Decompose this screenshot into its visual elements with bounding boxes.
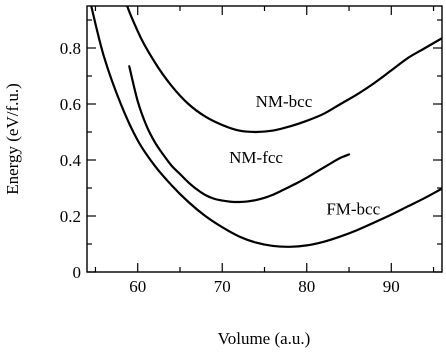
- series-line-nm-fcc: [128, 65, 351, 204]
- annotations-layer: NM-bcc NM-fcc FM-bcc: [229, 92, 380, 219]
- ticks-layer: 60 70 80 90 0 0.2 0.4 0.6 0.8: [60, 6, 442, 296]
- plot-frame: [86, 5, 443, 273]
- series-label-fm-bcc: FM-bcc: [326, 200, 380, 219]
- y-axis-label: Energy (eV/f.u.): [3, 83, 22, 195]
- x-tick-label: 70: [214, 277, 231, 296]
- series-line-fm-bcc: [90, 6, 442, 248]
- x-tick-label: 80: [298, 277, 315, 296]
- x-tick-label: 60: [129, 277, 146, 296]
- series-label-nm-fcc: NM-fcc: [229, 148, 283, 167]
- y-tick-label: 0: [73, 263, 82, 282]
- series-label-nm-bcc: NM-bcc: [256, 92, 313, 111]
- curves-layer: [90, 6, 442, 248]
- series-line-nm-bcc: [126, 6, 442, 134]
- y-tick-label: 0.4: [60, 151, 82, 170]
- x-tick-label: 90: [383, 277, 400, 296]
- x-axis-label: Volume (a.u.): [218, 329, 311, 348]
- y-tick-label: 0.8: [60, 39, 81, 58]
- y-tick-label: 0.2: [60, 207, 81, 226]
- y-tick-label: 0.6: [60, 95, 81, 114]
